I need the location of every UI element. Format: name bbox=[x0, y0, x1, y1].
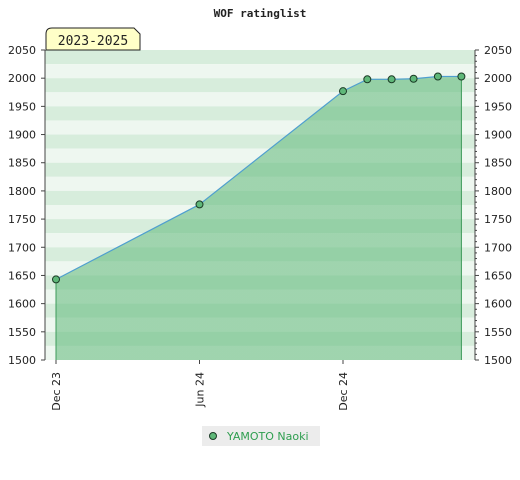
y-tick-label: 1750 bbox=[8, 213, 36, 226]
x-tick-label: Dec 23 bbox=[50, 372, 63, 411]
y-tick-label-right: 1650 bbox=[484, 269, 512, 282]
series-line bbox=[55, 75, 462, 280]
axes: 1500 1500 1550 1550 1600 1600 1650 1650 1700 1700… bbox=[8, 44, 512, 411]
period-badge-label: 2023-2025 bbox=[58, 34, 128, 49]
y-tick-label-right: 2000 bbox=[484, 72, 512, 85]
band-dark bbox=[45, 50, 475, 65]
y-tick-label: 1550 bbox=[8, 326, 36, 339]
y-tick-label: 1850 bbox=[8, 157, 36, 170]
data-point bbox=[409, 74, 418, 83]
y-tick-label: 1700 bbox=[8, 241, 36, 254]
data-points bbox=[52, 72, 466, 284]
y-tick-label-right: 1550 bbox=[484, 326, 512, 339]
y-tick-label-right: 1950 bbox=[484, 100, 512, 113]
y-tick-label: 1800 bbox=[8, 185, 36, 198]
x-tick-label: Dec 24 bbox=[337, 372, 350, 411]
data-point bbox=[363, 75, 372, 84]
data-point bbox=[339, 87, 347, 96]
y-tick-label: 1650 bbox=[8, 269, 36, 282]
y-tick-label: 1900 bbox=[8, 129, 36, 142]
x-tick-label: Jun 24 bbox=[194, 372, 207, 408]
area-layer bbox=[55, 75, 462, 360]
y-tick-label: 2050 bbox=[8, 44, 36, 57]
chart-title: WOF ratinglist bbox=[214, 7, 307, 20]
period-badge: 2023-2025 bbox=[45, 27, 141, 51]
data-point bbox=[433, 72, 442, 81]
y-tick-label-right: 1500 bbox=[484, 354, 512, 367]
y-tick-label-right: 1850 bbox=[484, 157, 512, 170]
y-tick-label-right: 2050 bbox=[484, 44, 512, 57]
y-tick-label-right: 1700 bbox=[484, 241, 512, 254]
y-tick-label-right: 1900 bbox=[484, 129, 512, 142]
y-tick-label-right: 1600 bbox=[484, 298, 512, 311]
y-tick-label: 2000 bbox=[8, 72, 36, 85]
data-point bbox=[52, 275, 60, 284]
y-tick-label-right: 1750 bbox=[484, 213, 512, 226]
data-point bbox=[457, 72, 466, 81]
data-point bbox=[195, 200, 204, 209]
legend-marker bbox=[209, 432, 217, 440]
y-tick-label: 1950 bbox=[8, 100, 36, 113]
y-tick-label-right: 1800 bbox=[484, 185, 512, 198]
data-point bbox=[387, 75, 396, 84]
series-area bbox=[56, 76, 462, 360]
y-tick-label: 1600 bbox=[8, 298, 36, 311]
band-light bbox=[45, 64, 475, 79]
legend-series-name: YAMOTO Naoki bbox=[226, 430, 309, 443]
y-tick-label: 1500 bbox=[8, 354, 36, 367]
legend: YAMOTO Naoki bbox=[202, 426, 320, 446]
